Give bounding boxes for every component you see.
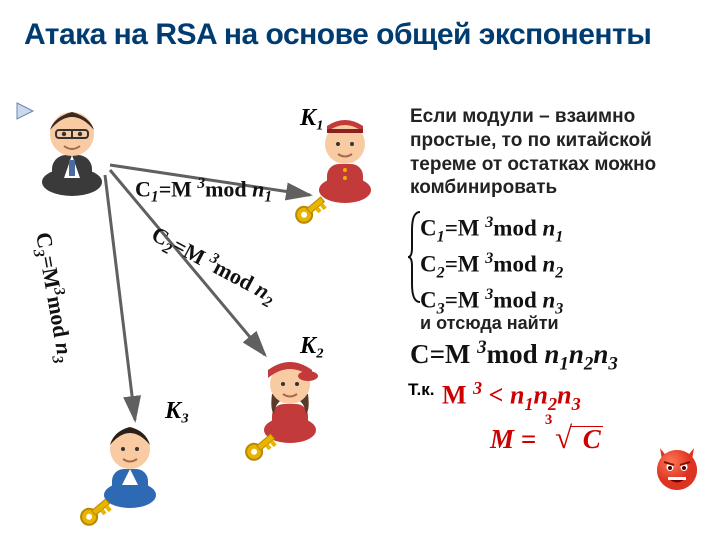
inequality: M 3 < n1n2n3 (442, 378, 581, 415)
sys-eq2: C2=M 3mod n2 (420, 248, 563, 284)
key2-icon (240, 425, 282, 467)
devil-icon (650, 440, 704, 494)
system-equations: C1=M 3mod n1 C2=M 3mod n2 C3=M 3mod n3 (420, 212, 563, 320)
cube-root-icon: 3 √ C (543, 420, 601, 456)
sys-eq1: C1=M 3mod n1 (420, 212, 563, 248)
k2-label: K₂ (300, 333, 324, 360)
k1-label: K₁ (300, 105, 324, 132)
root-degree: 3 (545, 412, 552, 429)
slide-title: Атака на RSA на основе общей экспоненты (0, 0, 720, 65)
eq-c1: C1=M 3mod n1 (135, 175, 272, 207)
result-eq: M = 3 √ C (490, 420, 601, 456)
eq-c2: C2=M 3mod n2 (145, 220, 281, 312)
combined-eq: C=M 3mod n1n2n3 (410, 337, 618, 375)
slide: Атака на RSA на основе общей экспоненты … (0, 0, 720, 540)
k3-label: K₃ (165, 398, 189, 425)
sender-avatar (30, 100, 115, 198)
eq-c3: C3=M3mod n3 (26, 230, 80, 365)
and-text: и отсюда найти (420, 313, 559, 334)
since-label: Т.к. (408, 380, 434, 400)
result-rhs: C (583, 424, 601, 454)
explanation-text: Если модули – взаимно простые, то по кит… (410, 105, 705, 200)
key1-icon (290, 188, 332, 230)
result-lhs: M = (490, 424, 536, 454)
key3-icon (75, 490, 117, 532)
